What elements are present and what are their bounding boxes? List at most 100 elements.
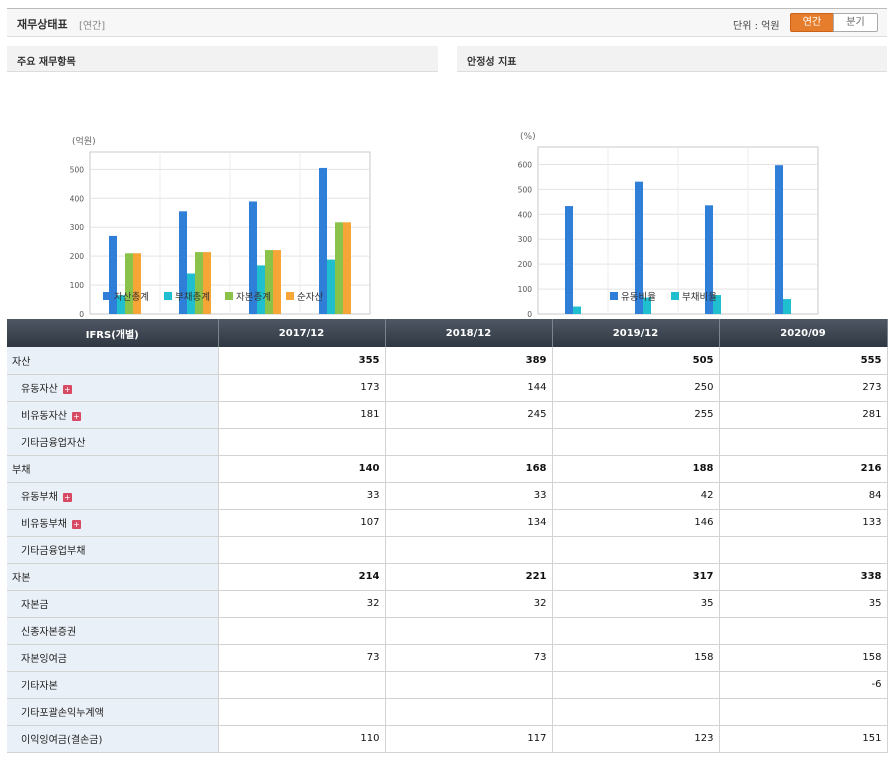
row-label-cell: 기타자본 [7,671,219,699]
row-label: 비유동부채 [21,519,67,530]
y-tick-label: 300 [518,235,533,244]
bar-유동비율 [705,205,713,314]
bar-자산총계 [109,235,117,314]
y-tick-label: 200 [518,260,533,269]
stability-chart-panel: 안정성 지표 (%)01002003004005006002016/122017… [457,46,887,318]
table-cell [385,536,553,564]
table-cell: 146 [552,509,720,537]
table-cell: 144 [385,374,553,402]
column-header: 2018/12 [385,319,553,347]
table-header-row: IFRS(개별) 2017/12 2018/12 2019/12 2020/09 [7,319,888,347]
y-tick-label: 300 [70,223,85,232]
table-cell [385,671,553,699]
financial-table: IFRS(개별) 2017/12 2018/12 2019/12 2020/09… [7,319,888,753]
table-row: 기타금융업자산 [7,428,888,456]
column-header: 2017/12 [218,319,386,347]
bar-자본총계 [265,250,273,314]
chart-panel-title: 주요 재무항목 [7,46,438,72]
bar-부채비율 [713,295,721,314]
table-cell: 338 [719,563,888,591]
legend-swatch [225,292,233,300]
table-cell: 84 [719,482,888,510]
table-cell: 35 [719,590,888,618]
column-header: 2019/12 [552,319,720,347]
table-cell: 214 [218,563,386,591]
table-cell [719,617,888,645]
table-cell [719,428,888,456]
legend-label: 부채비율 [682,292,717,303]
unit-label: 단위 : 억원 [733,21,780,32]
table-row: 자본금 32 32 35 35 [7,590,888,618]
table-cell [218,671,386,699]
table-cell: 73 [218,644,386,672]
y-tick-label: 200 [70,252,85,261]
table-cell [552,536,720,564]
page-title: 재무상태표 [17,18,68,31]
bar-부채총계 [327,259,335,314]
key-financials-chart-panel: 주요 재무항목 (억원)01002003004005002016/122017/… [7,46,438,318]
plus-square-icon[interactable]: + [72,520,81,529]
row-label: 자산 [12,356,31,368]
row-label: 이익잉여금(결손금) [21,735,103,746]
row-label: 기타자본 [21,681,58,692]
legend-swatch [671,292,679,300]
row-label: 비유동자산 [21,411,67,422]
table-cell: 158 [719,644,888,672]
stability-chart: (%)01002003004005006002016/122017/122018… [518,132,819,318]
table-cell: 181 [218,401,386,429]
table-cell: 216 [719,455,888,483]
row-label: 기타포괄손익누계액 [21,708,104,719]
table-cell: 134 [385,509,553,537]
legend-swatch [286,292,294,300]
table-row: 기타포괄손익누계액 [7,698,888,726]
y-tick-label: 400 [70,194,85,203]
y-tick-label: 100 [70,281,85,290]
bar-자산총계 [179,211,187,314]
row-label-cell: 자본 [7,563,219,591]
table-cell: 281 [719,401,888,429]
table-cell: 317 [552,563,720,591]
plus-square-icon[interactable]: + [62,493,72,502]
table-cell: 555 [719,347,888,375]
table-row: 부채 140 168 188 216 [7,455,888,483]
row-label-cell: 유동자산 + [7,374,219,402]
legend-swatch [103,292,111,300]
plus-square-icon[interactable]: + [72,412,81,421]
bar-부채총계 [117,295,125,314]
row-label: 기타금융업자산 [21,438,86,449]
table-cell: 168 [385,455,553,483]
legend-label: 자산총계 [114,291,149,303]
legend-swatch [610,292,618,300]
table-cell [385,698,553,726]
plus-square-icon[interactable]: + [62,385,72,394]
table-cell: 133 [719,509,888,537]
row-label-cell: 비유동부채 + [7,509,219,537]
table-cell [552,617,720,645]
row-label: 부채 [12,465,31,476]
table-cell [218,428,386,456]
table-cell: 140 [218,455,386,483]
y-tick-label: 600 [518,160,533,169]
table-row: 자본잉여금 73 73 158 158 [7,644,888,672]
bar-부채비율 [783,299,791,314]
row-label-cell: 기타금융업부채 [7,536,219,564]
table-cell [552,428,720,456]
bar-순자산 [203,252,211,314]
row-label: 신종자본증권 [21,627,77,638]
row-label-cell: 기타금융업자산 [7,428,219,456]
table-cell: 123 [552,725,720,753]
tab-annual[interactable]: 연간 [790,13,834,32]
y-tick-label: 0 [527,310,532,318]
row-label-cell: 자본잉여금 [7,644,219,672]
legend-label: 부채총계 [175,291,210,303]
row-label-cell: 자본금 [7,590,219,618]
table-cell: -6 [719,671,888,699]
table-cell: 32 [385,590,553,618]
y-axis-label: (억원) [72,135,96,147]
table-cell [719,698,888,726]
tab-quarter[interactable]: 분기 [833,13,878,32]
row-label: 자본금 [21,600,49,611]
key-financials-chart: (억원)01002003004005002016/122017/122018/1… [70,135,371,318]
table-cell: 117 [385,725,553,753]
table-cell: 35 [552,590,720,618]
